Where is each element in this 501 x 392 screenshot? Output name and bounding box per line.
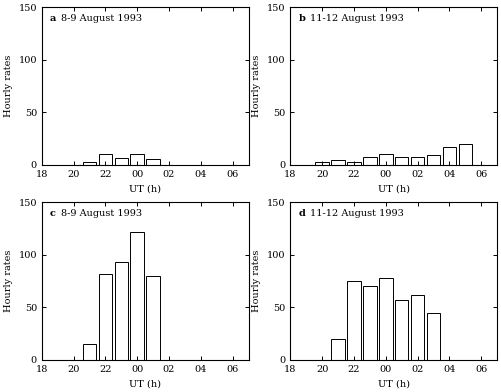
Bar [411,157,424,165]
Bar [458,144,472,165]
Bar [363,157,377,165]
Bar [99,154,112,165]
Bar [331,339,345,360]
Bar [427,155,440,165]
X-axis label: UT (h): UT (h) [378,184,410,193]
X-axis label: UT (h): UT (h) [378,379,410,388]
Bar [347,281,361,360]
Bar [146,160,160,165]
Y-axis label: Hourly rates: Hourly rates [253,55,262,117]
Text: 11-12 August 1993: 11-12 August 1993 [310,209,404,218]
Bar [146,276,160,360]
X-axis label: UT (h): UT (h) [129,184,161,193]
Y-axis label: Hourly rates: Hourly rates [4,55,13,117]
Bar [443,147,456,165]
Bar [331,160,345,165]
Text: a: a [50,14,57,23]
Bar [316,162,329,165]
Text: 11-12 August 1993: 11-12 August 1993 [310,14,404,23]
Bar [83,344,96,360]
X-axis label: UT (h): UT (h) [129,379,161,388]
Bar [83,162,96,165]
Bar [115,262,128,360]
Bar [363,286,377,360]
Y-axis label: Hourly rates: Hourly rates [253,250,262,312]
Text: 8-9 August 1993: 8-9 August 1993 [62,14,143,23]
Bar [347,162,361,165]
Text: c: c [50,209,56,218]
Y-axis label: Hourly rates: Hourly rates [4,250,13,312]
Bar [130,232,144,360]
Bar [427,312,440,360]
Bar [115,158,128,165]
Bar [411,295,424,360]
Bar [379,154,393,165]
Bar [99,274,112,360]
Text: 8-9 August 1993: 8-9 August 1993 [62,209,143,218]
Bar [395,300,408,360]
Text: d: d [299,209,306,218]
Bar [379,278,393,360]
Text: b: b [299,14,306,23]
Bar [395,157,408,165]
Bar [130,154,144,165]
